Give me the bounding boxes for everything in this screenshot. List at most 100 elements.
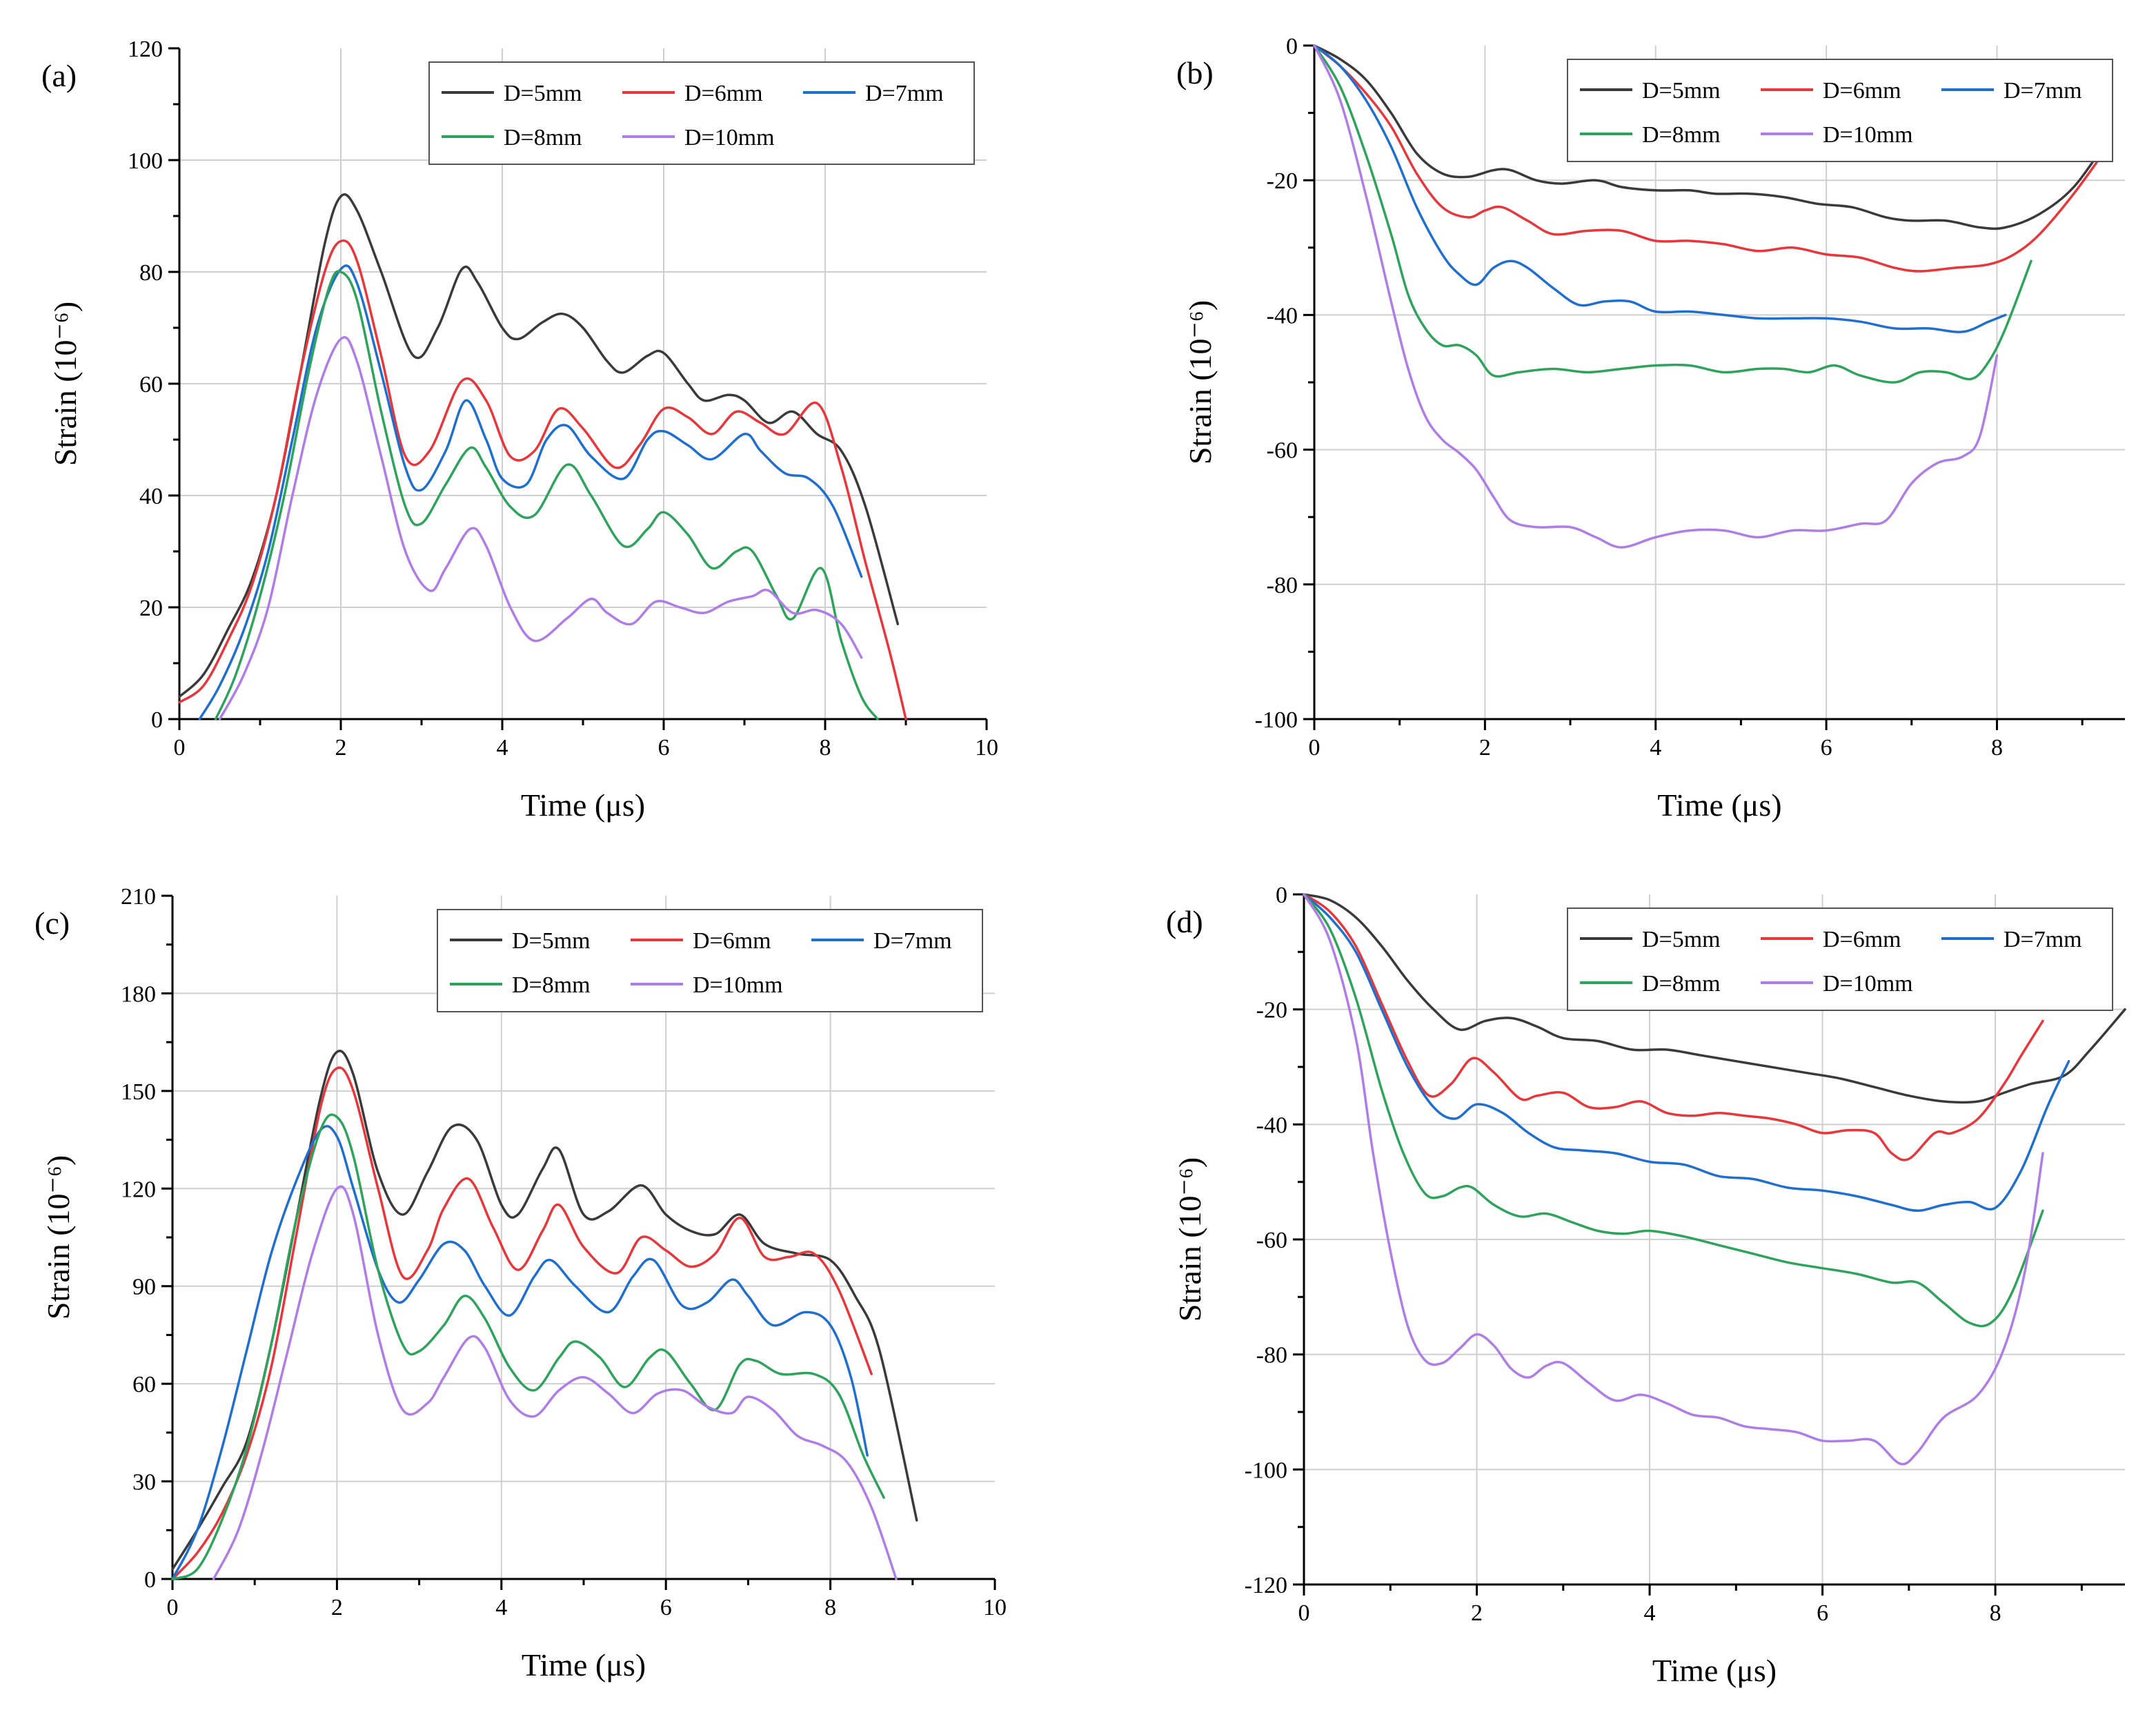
chart-d: 0 2 4 6 8 -120 -100 -80 -60 -40 -20 0 Time (μs) Strai…	[1166, 883, 2126, 1688]
legend-label: D=8mm	[504, 125, 582, 150]
chart-panel-c: 0 2 4 6 8 10 0 30 60 90 120 150 180 210 Time (μs) Strai…	[0, 856, 1076, 1717]
y-tick-label: -100	[1255, 707, 1298, 733]
series-line	[1313, 44, 2007, 333]
legend-label: D=5mm	[504, 81, 582, 106]
legend-box	[1567, 59, 2113, 162]
series-line	[218, 336, 863, 720]
legend-label: D=7mm	[865, 81, 944, 106]
legend-label: D=6mm	[693, 928, 771, 954]
legend-label: D=5mm	[1642, 78, 1721, 104]
y-tick-label: -60	[1256, 1228, 1287, 1253]
y-tick-label: 40	[139, 484, 163, 509]
y-tick-label: 0	[144, 1567, 156, 1593]
series-line	[1303, 893, 2044, 1161]
y-axis-title: Strain (10⁻⁶)	[41, 1155, 76, 1319]
y-tick-label: 0	[1286, 34, 1298, 59]
y-tick-label: 80	[139, 260, 163, 286]
y-tick-label: 210	[121, 884, 156, 910]
x-tick-label: 6	[658, 735, 670, 761]
y-tick-label: -40	[1256, 1112, 1287, 1138]
legend-label: D=8mm	[1642, 122, 1721, 148]
y-tick-label: 100	[128, 148, 163, 174]
chart-panel-b: 0 2 4 6 8 -100 -80 -60 -40 -20 0 Time (μs) Strain (1…	[1076, 0, 2156, 856]
legend-label: D=6mm	[1823, 78, 1901, 104]
x-tick-label: 8	[820, 735, 831, 761]
y-tick-label: 90	[132, 1275, 156, 1300]
legend-box	[437, 909, 983, 1012]
x-tick-label: 4	[495, 1595, 507, 1620]
x-tick-label: 0	[167, 1595, 179, 1620]
legend-label: D=7mm	[873, 928, 952, 954]
y-tick-label: -20	[1256, 998, 1287, 1023]
series-line	[171, 1066, 873, 1580]
x-tick-label: 2	[331, 1595, 343, 1620]
x-axis-title: Time (μs)	[1652, 1653, 1777, 1688]
y-tick-label: -120	[1245, 1573, 1287, 1598]
y-tick-label: 150	[121, 1079, 156, 1105]
series-line	[1303, 893, 2044, 1328]
y-tick-label: 120	[128, 37, 163, 62]
legend-label: D=10mm	[1823, 971, 1913, 997]
series-line	[171, 1113, 885, 1580]
x-tick-label: 10	[975, 735, 998, 761]
y-tick-label: 0	[151, 707, 163, 733]
y-tick-label: -80	[1267, 573, 1298, 598]
series-line	[198, 264, 863, 720]
x-tick-label: 6	[660, 1595, 672, 1620]
x-tick-label: 4	[497, 735, 508, 761]
series-line	[1313, 44, 2033, 384]
y-axis-title: Strain (10⁻⁶)	[1183, 300, 1218, 464]
x-tick-label: 0	[174, 735, 186, 761]
panel-label: (a)	[41, 58, 77, 93]
series-line	[1303, 893, 2044, 1466]
y-tick-label: -60	[1267, 438, 1298, 464]
series-line	[171, 1125, 869, 1580]
legend-label: D=7mm	[2004, 927, 2082, 952]
y-tick-label: -80	[1256, 1343, 1287, 1368]
legend-box	[1567, 907, 2113, 1011]
series-line	[171, 1050, 918, 1571]
x-axis-title: Time (μs)	[522, 1647, 646, 1682]
legend-label: D=5mm	[512, 928, 591, 954]
chart-panel-d: 0 2 4 6 8 -120 -100 -80 -60 -40 -20 0 Time (μs) Strai…	[1076, 856, 2156, 1717]
y-tick-label: 30	[132, 1470, 156, 1495]
x-axis-title: Time (μs)	[521, 787, 645, 823]
x-axis-title: Time (μs)	[1657, 787, 1781, 823]
panel-label: (d)	[1166, 904, 1203, 939]
legend-box	[428, 61, 975, 165]
panel-label: (c)	[34, 905, 70, 941]
legend-label: D=8mm	[512, 972, 591, 998]
x-tick-label: 2	[1479, 735, 1491, 761]
series-line	[212, 1185, 898, 1580]
y-tick-label: 60	[132, 1372, 156, 1397]
legend-label: D=6mm	[1823, 927, 1901, 952]
x-tick-label: 8	[824, 1595, 836, 1620]
legend-label: D=6mm	[684, 81, 763, 106]
y-tick-label: 0	[1276, 883, 1287, 908]
y-tick-label: -20	[1267, 168, 1298, 194]
legend-label: D=5mm	[1642, 927, 1721, 952]
series-line	[1313, 44, 1999, 549]
y-tick-label: 180	[121, 981, 156, 1007]
x-tick-label: 2	[1471, 1600, 1483, 1626]
y-tick-label: 60	[139, 372, 163, 398]
series-line	[1303, 893, 2070, 1213]
x-tick-label: 0	[1298, 1600, 1310, 1626]
x-tick-label: 2	[335, 735, 347, 761]
chart-c: 0 2 4 6 8 10 0 30 60 90 120 150 180 210 Time (μs) Strai…	[34, 884, 1007, 1682]
legend-label: D=10mm	[693, 972, 783, 998]
x-tick-label: 0	[1309, 735, 1321, 761]
x-tick-label: 6	[1821, 735, 1832, 761]
legend-label: D=8mm	[1642, 971, 1721, 997]
x-tick-label: 10	[983, 1595, 1007, 1620]
x-tick-label: 6	[1817, 1600, 1828, 1626]
series-line	[178, 239, 907, 720]
x-tick-label: 4	[1650, 735, 1661, 761]
y-tick-label: 20	[139, 596, 163, 621]
legend-label: D=10mm	[1823, 122, 1913, 148]
series-line	[1313, 44, 2110, 230]
chart-panel-a: 0 2 4 6 8 10 0 20 40 60 80 100 120 Time (μs) Strain (1…	[0, 0, 1076, 856]
chart-b: 0 2 4 6 8 -100 -80 -60 -40 -20 0 Time (μs) Strain (1…	[1176, 34, 2125, 823]
y-tick-label: -40	[1267, 303, 1298, 328]
